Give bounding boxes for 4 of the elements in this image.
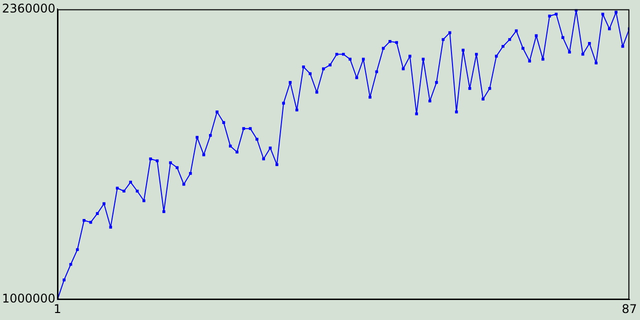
y-tick-label: 2360000 bbox=[2, 1, 56, 16]
x-tick-label: 1 bbox=[54, 302, 62, 316]
y-tick-label: 1000000 bbox=[2, 292, 56, 306]
x-tick-label: 87 bbox=[622, 302, 638, 316]
